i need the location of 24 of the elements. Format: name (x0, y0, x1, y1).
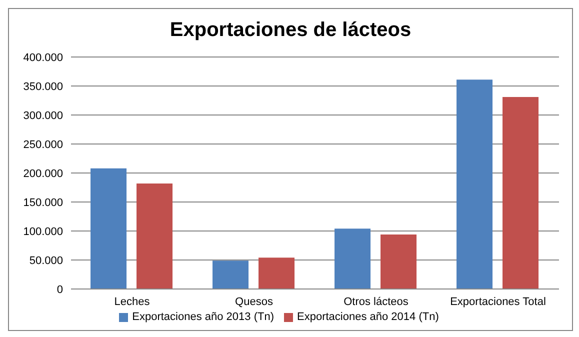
y-tick-label: 150.000 (23, 196, 63, 209)
chart-title: Exportaciones de lácteos (168, 19, 412, 43)
y-tick-label: 50.000 (29, 254, 63, 267)
bar (212, 260, 249, 289)
bar (380, 234, 417, 289)
y-tick-label: 400.000 (23, 52, 63, 64)
bar (456, 80, 493, 289)
x-tick-label: Leches (114, 296, 150, 308)
bar (136, 183, 173, 289)
x-tick-label: Quesos (235, 296, 274, 308)
y-tick-label: 100.000 (23, 226, 63, 238)
legend-label: Exportaciones año 2014 (Tn) (297, 311, 439, 323)
y-tick-label: 350.000 (23, 80, 63, 93)
x-tick-label: Otros lácteos (344, 296, 409, 308)
y-tick-label: 300.000 (23, 110, 63, 122)
bar (502, 97, 539, 289)
bar (334, 228, 371, 289)
legend-label: Exportaciones año 2013 (Tn) (132, 311, 274, 323)
bar (258, 258, 295, 289)
y-tick-label: 0 (56, 284, 63, 296)
x-tick-label: Exportaciones Total (450, 296, 546, 308)
bar (90, 168, 127, 289)
y-tick-label: 250.000 (23, 138, 63, 151)
y-tick-label: 200.000 (23, 168, 63, 180)
